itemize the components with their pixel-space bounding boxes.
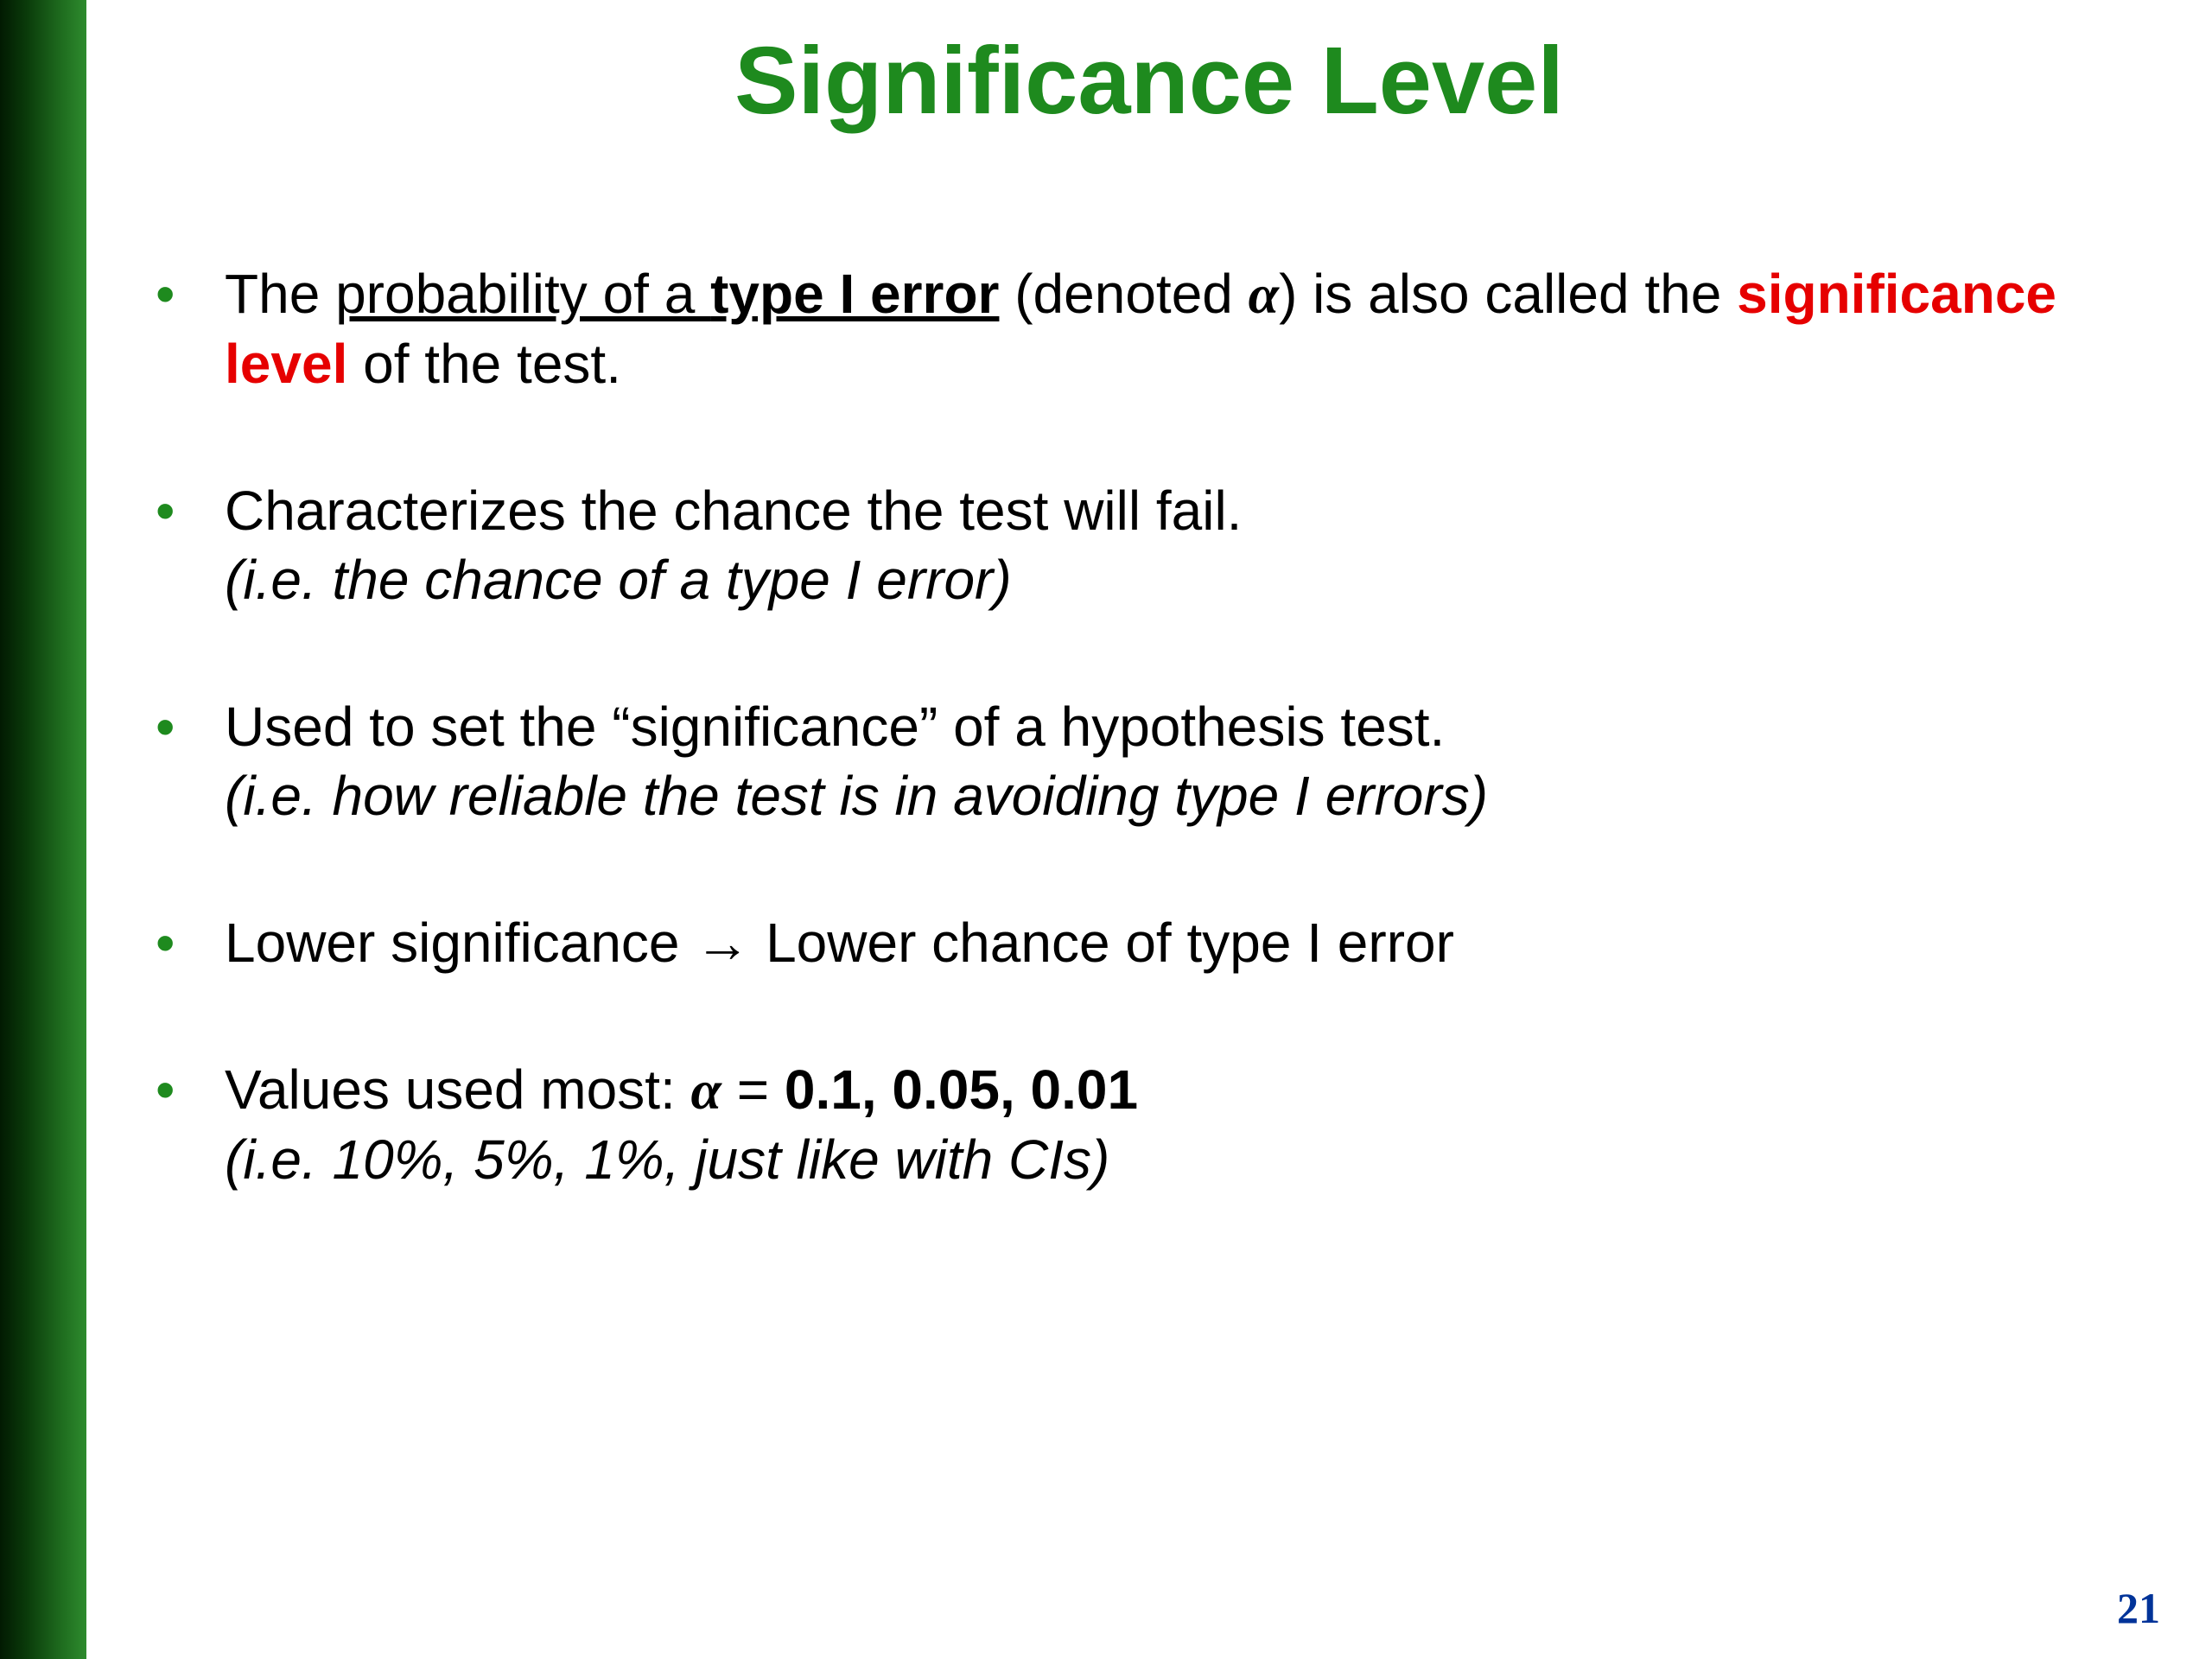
text-fragment: ) is also called the [1279,263,1737,325]
bullet-item-3: Used to set the “significance” of a hypo… [138,692,2143,830]
bullet-main-text: Used to set the “significance” of a hypo… [225,696,1445,758]
bullet-item-2: Characterizes the chance the test will f… [138,476,2143,614]
text-fragment: probability of a [335,263,710,325]
slide-title: Significance Level [86,26,2212,136]
slide: Significance Level The probability of a … [0,0,2212,1659]
bullet-list: The probability of a type I error (denot… [138,259,2143,1194]
text-fragment: of the test. [347,333,621,395]
bullet-item-5: Values used most: α = 0.1, 0.05, 0.01 (i… [138,1055,2143,1194]
bullet-item-1: The probability of a type I error (denot… [138,259,2143,398]
values-text: 0.1, 0.05, 0.01 [785,1058,1138,1121]
bullet-sub-text: (i.e. 10%, 5%, 1%, just like with CIs) [225,1125,2143,1194]
text-fragment: The [225,263,335,325]
bullet-main-text: Characterizes the chance the test will f… [225,480,1242,542]
text-fragment: (denoted [999,263,1248,325]
alpha-symbol: α [1249,264,1279,325]
slide-content: The probability of a type I error (denot… [138,259,2143,1272]
equals-sign: = [721,1058,785,1121]
underlined-text: probability of a type I error [335,263,999,325]
side-gradient-bar [0,0,86,1659]
bullet-sub-text: (i.e. the chance of a type I error) [225,545,2143,614]
page-number: 21 [2117,1583,2160,1633]
bullet-sub-text: (i.e. how reliable the test is in avoidi… [225,761,2143,830]
bullet-item-4: Lower significance → Lower chance of typ… [138,908,2143,977]
text-fragment: Values used most: [225,1058,691,1121]
bold-text: type I error [710,263,999,325]
alpha-symbol: α [691,1059,721,1121]
bullet-main-text: Lower significance → Lower chance of typ… [225,912,1454,974]
